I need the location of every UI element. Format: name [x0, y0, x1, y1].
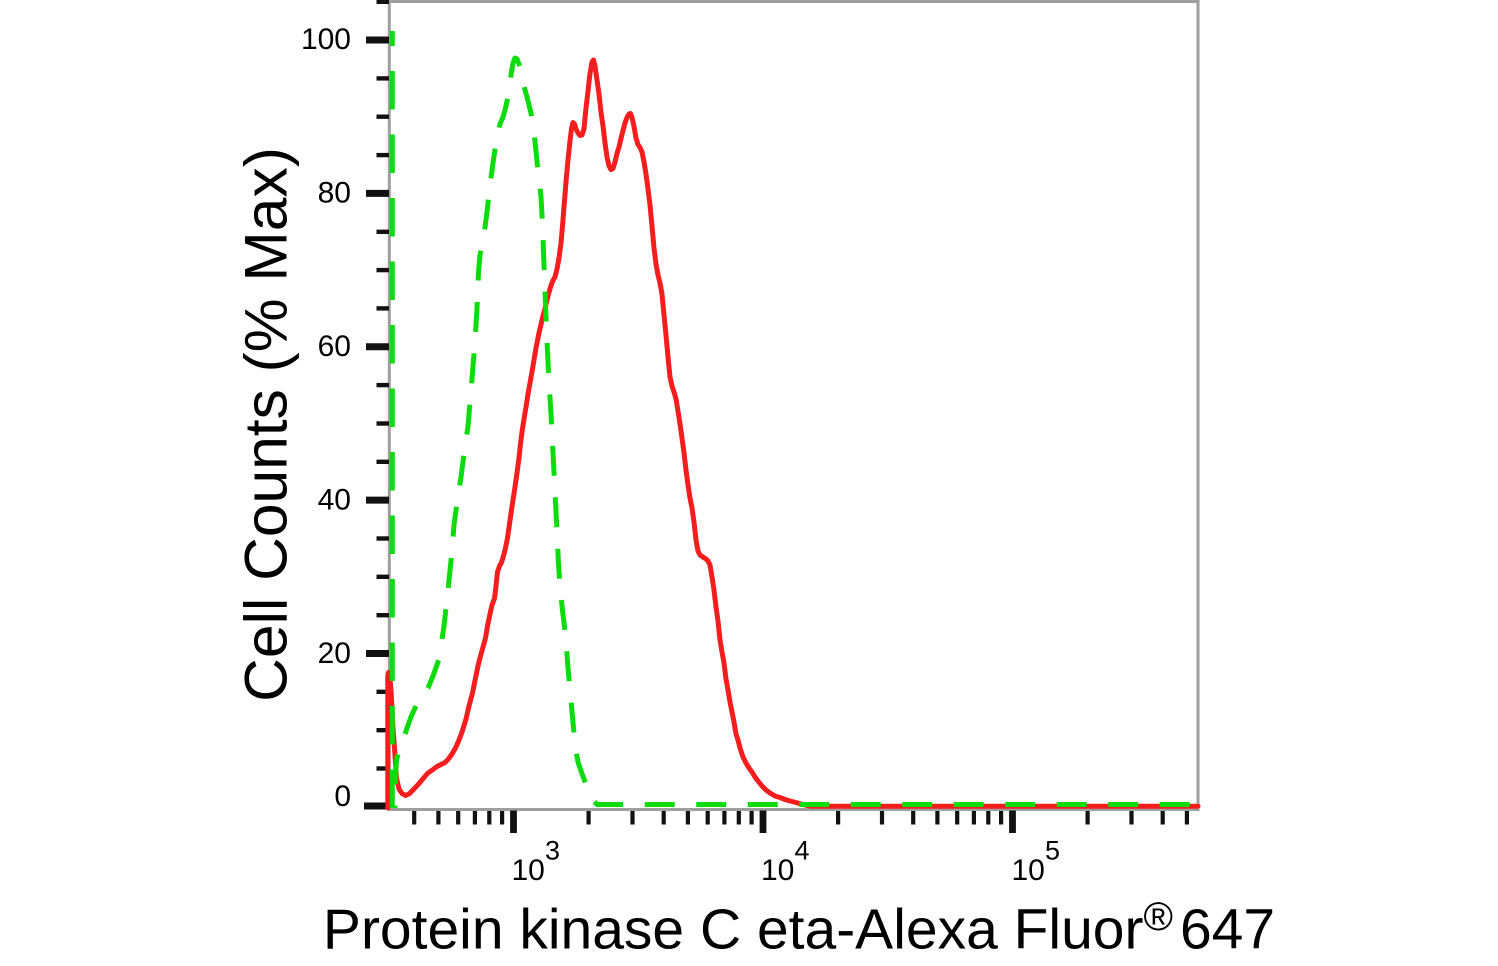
- svg-text:60: 60: [318, 330, 351, 363]
- svg-text:10: 10: [761, 854, 794, 887]
- svg-text:3: 3: [545, 836, 560, 866]
- svg-text:20: 20: [318, 637, 351, 670]
- svg-text:10: 10: [512, 854, 545, 887]
- svg-text:0: 0: [334, 780, 351, 813]
- svg-text:100: 100: [301, 23, 351, 56]
- svg-text:10: 10: [1012, 854, 1045, 887]
- svg-text:4: 4: [795, 836, 810, 866]
- svg-text:Protein kinase C eta-Alexa Flu: Protein kinase C eta-Alexa Fluor® 647: [323, 895, 1275, 962]
- svg-text:Cell Counts (% Max): Cell Counts (% Max): [232, 147, 300, 702]
- svg-text:5: 5: [1045, 836, 1060, 866]
- svg-text:80: 80: [318, 177, 351, 210]
- svg-text:40: 40: [318, 484, 351, 517]
